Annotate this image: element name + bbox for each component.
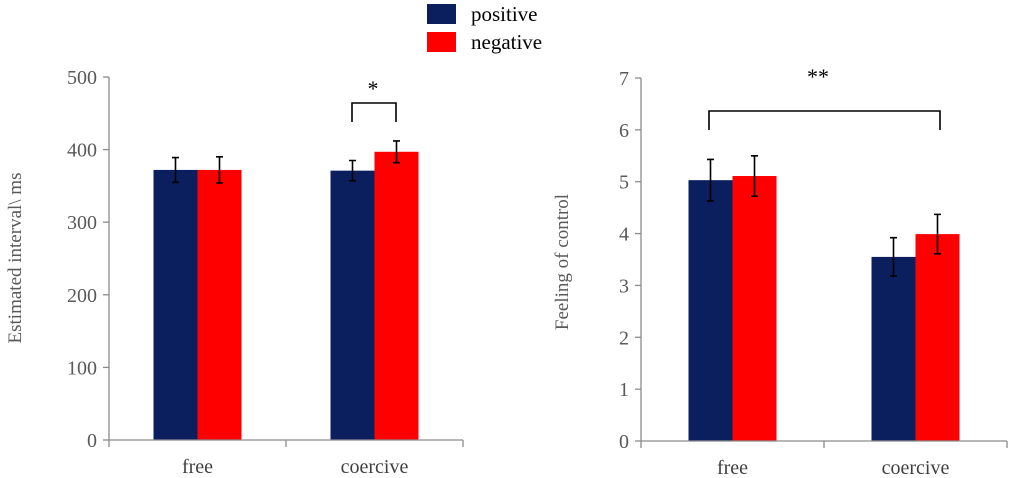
interval-bar-coercive-positive (330, 170, 375, 441)
control-y-tick-label: 7 (619, 68, 629, 90)
interval-x-ticks: free coercive (182, 456, 409, 478)
interval-y-tick-label: 100 (67, 357, 97, 379)
interval-bar-free-positive (153, 169, 198, 441)
interval-y-tick-label: 500 (67, 67, 97, 89)
control-y-tick-label: 2 (619, 327, 629, 349)
interval-axes (108, 77, 464, 447)
control-bars (688, 154, 960, 441)
interval-y-tick-label: 300 (67, 212, 97, 234)
control-y-tick-label: 3 (619, 275, 629, 297)
interval-significance-star: * (368, 76, 379, 101)
interval-bar-coercive-negative (374, 151, 419, 440)
interval-x-tick-label-free: free (182, 456, 213, 478)
interval-y-tick-label: 0 (87, 430, 97, 452)
interval-y-ticks: 0 100 200 300 400 500 (67, 67, 109, 452)
control-y-tick-label: 4 (619, 224, 629, 246)
control-significance: ** (708, 64, 941, 130)
interval-x-tick-label-coercive: coercive (341, 456, 409, 478)
interval-y-axis-label: Estimated interval\ ms (5, 173, 26, 344)
control-y-tick-label: 5 (619, 172, 629, 194)
interval-y-tick-label: 400 (67, 140, 97, 162)
control-y-axis-label: Feeling of control (552, 194, 573, 330)
control-bar-coercive-positive (871, 256, 916, 441)
control-significance-star: ** (807, 64, 829, 89)
control-errorbar-free-positive (707, 158, 714, 202)
interval-errorbar-coercive-negative (393, 140, 400, 164)
control-axes (640, 78, 1008, 448)
control-y-tick-label: 1 (619, 379, 629, 401)
control-errorbar-coercive-positive (890, 236, 897, 277)
legend-label-positive: positive (471, 2, 538, 26)
legend-label-negative: negative (471, 30, 542, 54)
control-y-tick-label: 6 (619, 120, 629, 142)
interval-bar-free-negative (197, 169, 242, 441)
legend-swatch-positive (427, 4, 456, 24)
control-x-tick-label-coercive: coercive (882, 457, 950, 478)
control-chart: Feeling of control 0 1 2 3 4 5 6 7 free coercive… (552, 64, 1008, 478)
control-significance-bracket (708, 110, 941, 130)
interval-errorbar-free-positive (172, 156, 179, 184)
control-bar-free-negative (732, 176, 777, 441)
interval-errorbar-free-negative (216, 156, 223, 184)
control-bar-free-positive (688, 180, 733, 441)
interval-errorbar-coercive-positive (349, 159, 356, 182)
control-errorbar-free-negative (751, 154, 758, 198)
interval-bars (153, 140, 419, 441)
legend: positive negative (427, 2, 542, 54)
control-y-ticks: 0 1 2 3 4 5 6 7 (619, 68, 641, 453)
control-errorbar-coercive-negative (934, 213, 941, 255)
interval-y-tick-label: 200 (67, 285, 97, 307)
control-bar-coercive-negative (915, 234, 960, 441)
control-x-ticks: free coercive (717, 457, 950, 478)
legend-swatch-negative (427, 32, 456, 52)
interval-chart: Estimated interval\ ms 0100200300400500 … (5, 67, 464, 478)
interval-significance-bracket (351, 102, 397, 122)
control-y-tick-label: 0 (619, 431, 629, 453)
interval-significance: * (351, 76, 397, 122)
control-x-tick-label-free: free (717, 457, 748, 478)
